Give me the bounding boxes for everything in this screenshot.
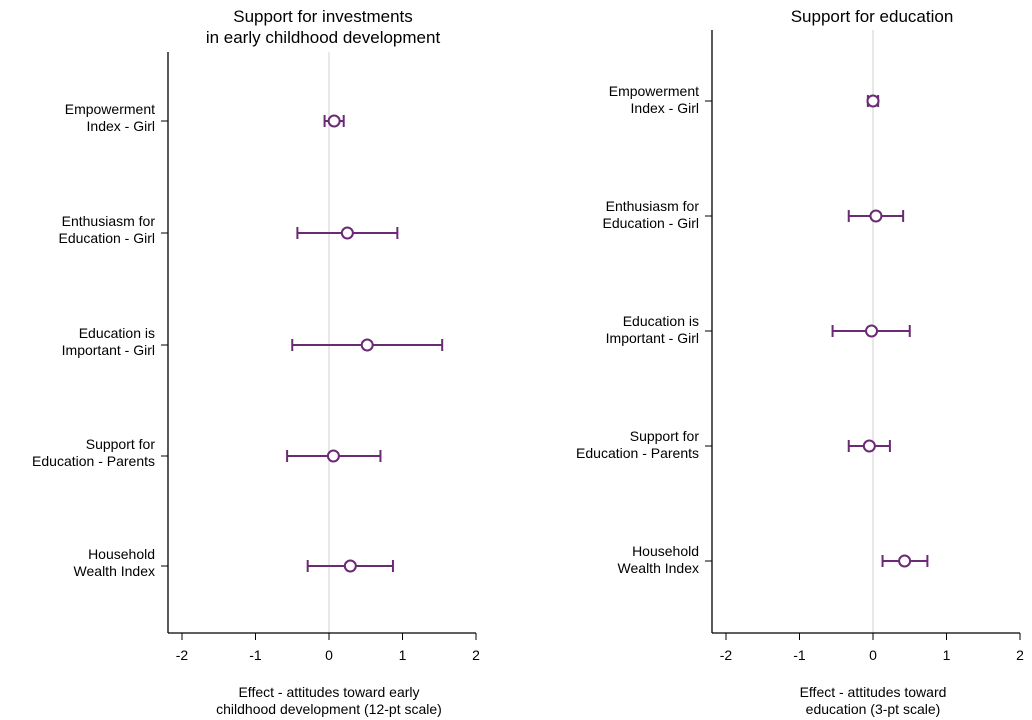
right-estimate-point-3 — [865, 324, 879, 338]
left-category-label-1a: Empowerment — [65, 101, 155, 117]
right-category-label-5a: Household — [632, 543, 699, 559]
left-category-label-4a: Support for — [86, 436, 156, 452]
left-category-labels: Empowerment Index - Girl Enthusiasm for … — [32, 101, 168, 579]
left-estimate-point-4 — [326, 449, 340, 463]
left-category-label-3b: Important - Girl — [62, 342, 155, 358]
right-x-axis-title-line-2: education (3-pt scale) — [806, 701, 941, 717]
right-xtick-label-3: 0 — [869, 647, 877, 663]
left-category-label-2a: Enthusiasm for — [62, 213, 156, 229]
right-estimate-point-2 — [869, 209, 883, 223]
left-x-axis-title-line-2: childhood development (12-pt scale) — [216, 701, 442, 717]
left-estimate-marks — [286, 114, 444, 573]
left-x-axis-title-line-1: Effect - attitudes toward early — [238, 684, 419, 700]
left-category-label-2b: Education - Girl — [59, 230, 155, 246]
left-title-line-1: Support for investments — [233, 7, 413, 26]
right-estimate-point-1 — [866, 94, 880, 108]
right-xtick-label-1: -2 — [720, 647, 733, 663]
right-xtick-label-5: 2 — [1016, 647, 1024, 663]
left-panel: Support for investments in early childho… — [32, 7, 480, 717]
right-estimate-marks — [831, 94, 929, 568]
left-xtick-label-3: 0 — [325, 647, 333, 663]
right-category-label-2a: Enthusiasm for — [606, 198, 700, 214]
left-estimate-point-1 — [327, 114, 341, 128]
left-category-label-5a: Household — [88, 546, 155, 562]
right-estimate-point-5 — [898, 554, 912, 568]
right-estimate-point-4 — [862, 439, 876, 453]
right-category-label-2b: Education - Girl — [603, 215, 699, 231]
right-category-label-1b: Index - Girl — [631, 100, 699, 116]
left-xtick-label-1: -2 — [176, 647, 189, 663]
right-x-axis-title-line-1: Effect - attitudes toward — [800, 684, 947, 700]
left-category-label-4b: Education - Parents — [32, 453, 155, 469]
right-panel: Support for education Empowerment Index … — [576, 7, 1024, 717]
left-xtick-label-2: -1 — [249, 647, 262, 663]
left-estimate-point-2 — [340, 226, 354, 240]
left-category-label-1b: Index - Girl — [87, 118, 155, 134]
right-xtick-label-2: -1 — [793, 647, 806, 663]
left-estimate-point-3 — [360, 338, 374, 352]
left-title-line-2: in early childhood development — [206, 28, 441, 47]
right-category-labels: Empowerment Index - Girl Enthusiasm for … — [576, 83, 712, 576]
left-x-ticks: -2 -1 0 1 2 — [176, 633, 480, 663]
left-xtick-label-5: 2 — [472, 647, 480, 663]
right-category-label-1a: Empowerment — [609, 83, 699, 99]
right-title-line-1: Support for education — [791, 7, 954, 26]
left-category-label-5b: Wealth Index — [74, 563, 155, 579]
right-category-label-3b: Important - Girl — [606, 330, 699, 346]
right-category-label-4b: Education - Parents — [576, 445, 699, 461]
left-estimate-point-5 — [343, 559, 357, 573]
right-category-label-3a: Education is — [623, 313, 699, 329]
right-category-label-5b: Wealth Index — [618, 560, 699, 576]
right-xtick-label-4: 1 — [943, 647, 951, 663]
left-category-label-3a: Education is — [79, 325, 155, 341]
right-category-label-4a: Support for — [630, 428, 700, 444]
right-x-ticks: -2 -1 0 1 2 — [720, 633, 1024, 663]
left-xtick-label-4: 1 — [399, 647, 407, 663]
